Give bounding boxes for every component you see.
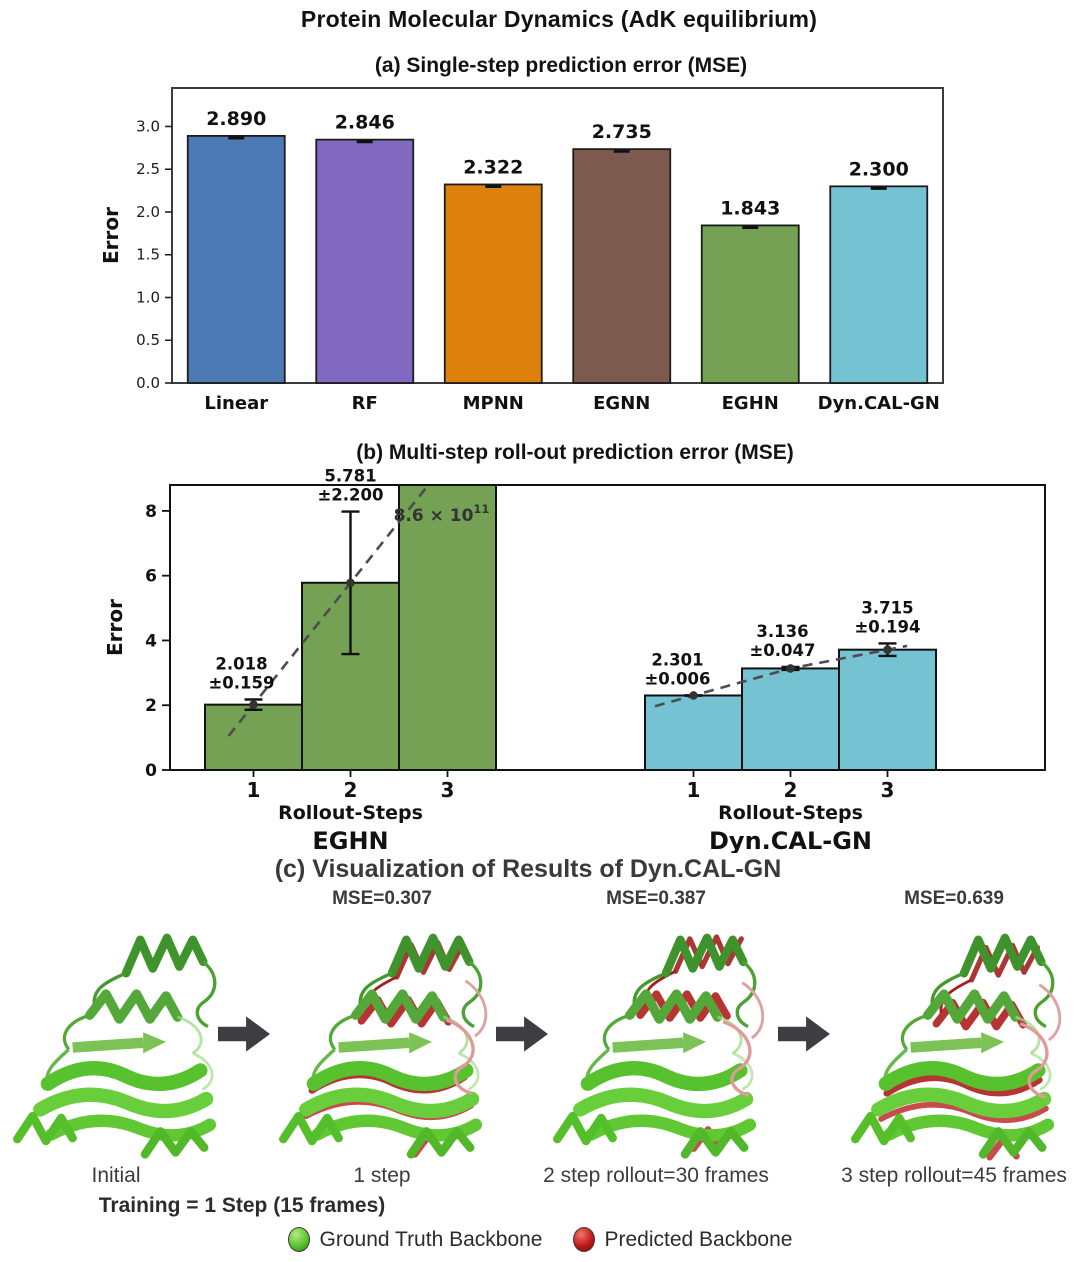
y-tick-label: 4 (145, 631, 157, 651)
bar-error-annotation: ±0.006 (644, 669, 710, 688)
x-category-label: EGNN (593, 393, 650, 414)
y-tick-label: 6 (145, 567, 157, 587)
bar-value-label: 2.890 (206, 108, 266, 130)
panel-a-bar-chart: 0.0 0.5 1.0 1.5 2.0 2.5 3.0 Error 2.890 Linear 2.8… (99, 87, 944, 414)
figure-title: Protein Molecular Dynamics (AdK equilibr… (300, 6, 818, 32)
panel-b-rollout-chart: 0 2 4 6 8 Error 1 2 3 2.018±0.159 5.781±2.200 8.6 ×… (103, 467, 1046, 853)
y-tick-label: 8 (145, 502, 157, 522)
trend-dot (786, 664, 795, 673)
x-tick-label: 2 (344, 778, 358, 802)
bar-EGHN (700, 224, 800, 384)
bar-value-annotation: 2.018 (215, 654, 267, 673)
protein-structure-3step (842, 914, 1062, 1162)
x-tick-label: 3 (881, 778, 895, 802)
y-tick-label: 3.0 (136, 117, 160, 135)
bar-error-annotation: ±0.159 (208, 673, 274, 692)
x-tick-label: 1 (687, 778, 701, 802)
ground-truth-swatch-icon (287, 1227, 310, 1252)
y-tick-label: 1.5 (136, 246, 160, 264)
y-tick-label: 2 (145, 696, 157, 716)
protein-structure-initial (4, 914, 228, 1162)
panel-a-title: (a) Single-step prediction error (MSE) (374, 54, 748, 77)
bar-Dyn.CAL-GN (829, 185, 929, 384)
legend-item-predicted: Predicted Backbone (572, 1227, 793, 1252)
y-tick-label: 2.5 (136, 160, 160, 178)
bar-value-label: 2.735 (592, 121, 652, 143)
bar-EGHN-step3 (398, 484, 497, 771)
panel-c-title: (c) Visualization of Results of Dyn.CAL-… (274, 855, 782, 883)
x-category-label: Dyn.CAL-GN (818, 393, 940, 414)
y-tick-label: 0.5 (136, 331, 160, 349)
legend-label-predicted: Predicted Backbone (604, 1227, 793, 1251)
bar-value-annotation: 5.781 (324, 467, 376, 486)
protein-caption-2step: 2 step rollout=30 frames (543, 1164, 769, 1187)
protein-caption-initial: Initial (91, 1164, 141, 1187)
right-arrow-icon (778, 1016, 830, 1052)
x-axis-label: Rollout-Steps (278, 802, 423, 824)
y-tick-label: 2.0 (136, 203, 160, 221)
bar-Dyn.CAL-GN-step1 (644, 694, 743, 771)
x-axis-label: Rollout-Steps (718, 802, 863, 824)
protein-structure-1step (270, 914, 494, 1162)
panel-a-axes-box (171, 87, 944, 384)
mse-label-2step: MSE=0.387 (606, 888, 706, 909)
group-name-label: EGHN (312, 827, 388, 853)
trend-dot (883, 645, 892, 654)
bar-error-annotation: ±2.200 (317, 486, 383, 505)
bar-value-label: 2.322 (463, 156, 523, 178)
panel-b-title: (b) Multi-step roll-out prediction error… (356, 441, 794, 464)
trend-line-EGHN (227, 484, 430, 737)
bar-Linear (186, 134, 286, 384)
bar-EGHN-step1 (204, 703, 303, 771)
bar-Dyn.CAL-GN-step2 (741, 667, 840, 772)
bar-RF (315, 138, 415, 384)
legend: Ground Truth Backbone Predicted Backbone (0, 1227, 1080, 1252)
bar-value-label: 2.300 (849, 158, 909, 180)
protein-caption-1step: 1 step (353, 1164, 411, 1187)
legend-label-ground-truth: Ground Truth Backbone (319, 1227, 543, 1251)
overflow-annotation: 8.6 × 1011 (394, 502, 490, 526)
bar-value-label: 1.843 (720, 197, 780, 219)
trend-dot (249, 700, 258, 709)
predicted-swatch-icon (572, 1227, 595, 1252)
mse-label-3step: MSE=0.639 (904, 888, 1004, 909)
bar-value-label: 2.846 (335, 112, 395, 134)
bar-error-annotation: ±0.047 (749, 641, 815, 660)
training-note: Training = 1 Step (15 frames) (98, 1194, 386, 1217)
x-category-label: EGHN (722, 393, 779, 414)
protein-structure-2step (544, 914, 765, 1162)
x-tick-label: 3 (441, 778, 455, 802)
y-tick-label: 0 (145, 761, 157, 781)
trend-dot (689, 691, 698, 700)
trend-dot (346, 578, 355, 588)
y-tick-label: 1.0 (136, 288, 160, 306)
bar-MPNN (443, 183, 543, 384)
mse-label-1step: MSE=0.307 (332, 888, 432, 909)
bar-value-annotation: 3.715 (861, 598, 913, 617)
bar-value-annotation: 3.136 (756, 622, 808, 641)
legend-item-ground-truth: Ground Truth Backbone (287, 1227, 543, 1252)
bar-EGNN (572, 148, 672, 384)
group-name-label: Dyn.CAL-GN (709, 827, 872, 853)
y-tick-label: 0.0 (136, 374, 160, 392)
y-axis-label: Error (103, 599, 127, 656)
x-category-label: RF (352, 393, 378, 414)
x-tick-label: 2 (784, 778, 798, 802)
bar-value-annotation: 2.301 (651, 650, 703, 669)
protein-caption-3step: 3 step rollout=45 frames (841, 1164, 1067, 1187)
bar-error-annotation: ±0.194 (854, 617, 920, 636)
x-tick-label: 1 (247, 778, 261, 802)
x-category-label: Linear (204, 393, 268, 414)
right-arrow-icon (218, 1016, 270, 1052)
x-category-label: MPNN (463, 393, 524, 414)
y-axis-label: Error (99, 207, 123, 264)
right-arrow-icon (496, 1016, 548, 1052)
bar-Dyn.CAL-GN-step3 (838, 648, 937, 771)
